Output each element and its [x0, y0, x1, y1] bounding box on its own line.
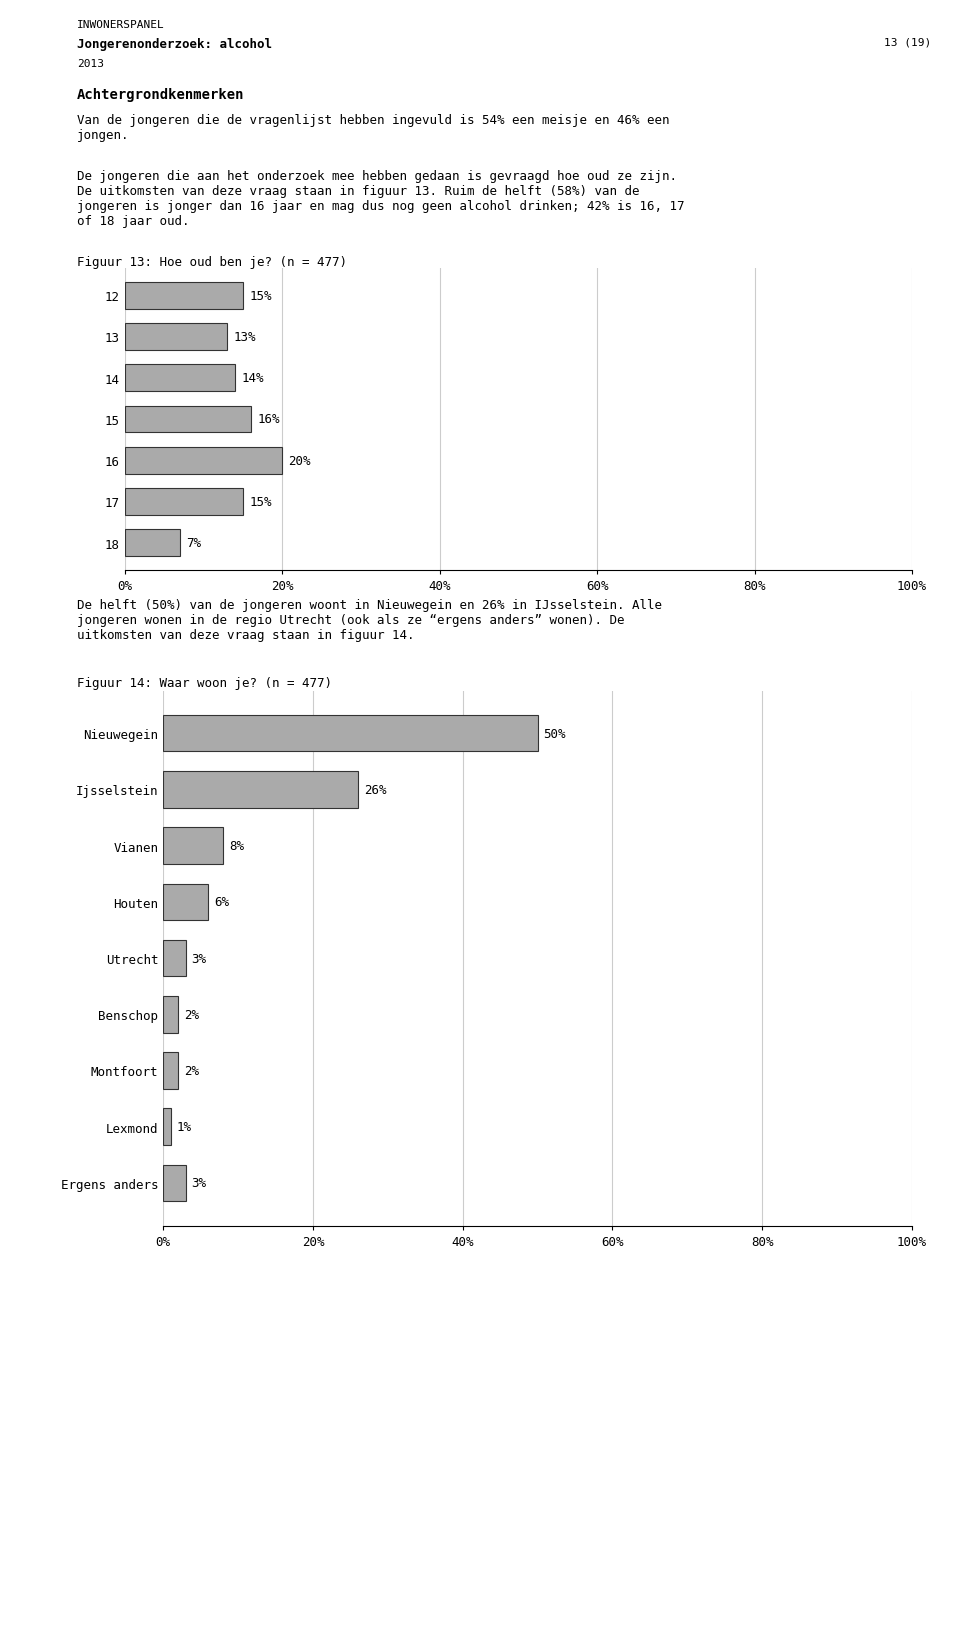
Text: Achtergrondkenmerken: Achtergrondkenmerken [77, 88, 244, 103]
Bar [125, 530, 180, 557]
Text: 20%: 20% [289, 455, 311, 468]
Bar [163, 716, 538, 751]
Text: 6%: 6% [214, 897, 229, 910]
Text: De jongeren die aan het onderzoek mee hebben gedaan is gevraagd hoe oud ze zijn.: De jongeren die aan het onderzoek mee he… [77, 170, 684, 228]
Text: 3%: 3% [192, 952, 206, 965]
Bar [163, 1108, 171, 1146]
Text: 8%: 8% [229, 839, 244, 852]
Bar [125, 282, 243, 310]
Text: 14%: 14% [241, 372, 264, 385]
Bar [163, 771, 358, 808]
Text: De helft (50%) van de jongeren woont in Nieuwegein en 26% in IJsselstein. Alle
j: De helft (50%) van de jongeren woont in … [77, 598, 661, 641]
Bar [163, 941, 185, 976]
Text: 2%: 2% [184, 1064, 199, 1077]
Text: 1%: 1% [177, 1120, 192, 1133]
Bar [163, 1053, 179, 1089]
Bar [125, 489, 243, 515]
Text: 3%: 3% [192, 1177, 206, 1190]
Text: 50%: 50% [543, 727, 566, 740]
Bar [125, 324, 228, 350]
Text: 26%: 26% [364, 784, 386, 797]
Bar [163, 828, 223, 864]
Text: Jongerenonderzoek: alcohol: Jongerenonderzoek: alcohol [77, 37, 272, 51]
Text: 15%: 15% [250, 496, 272, 509]
Text: 2013: 2013 [77, 59, 104, 68]
Text: Van de jongeren die de vragenlijst hebben ingevuld is 54% een meisje en 46% een
: Van de jongeren die de vragenlijst hebbe… [77, 114, 669, 142]
Bar [125, 448, 282, 474]
Bar [163, 883, 208, 921]
Text: 2%: 2% [184, 1007, 199, 1020]
Text: INWONERSPANEL: INWONERSPANEL [77, 20, 164, 29]
Bar [125, 406, 251, 434]
Text: 13%: 13% [233, 331, 256, 344]
Text: Figuur 14: Waar woon je? (n = 477): Figuur 14: Waar woon je? (n = 477) [77, 676, 332, 689]
Bar [163, 996, 179, 1033]
Bar [125, 365, 235, 391]
Text: 15%: 15% [250, 290, 272, 303]
Text: 16%: 16% [257, 414, 279, 425]
Text: Figuur 13: Hoe oud ben je? (n = 477): Figuur 13: Hoe oud ben je? (n = 477) [77, 256, 347, 269]
Text: 13 (19): 13 (19) [884, 37, 931, 47]
Bar [163, 1165, 185, 1201]
Text: 7%: 7% [186, 536, 202, 549]
